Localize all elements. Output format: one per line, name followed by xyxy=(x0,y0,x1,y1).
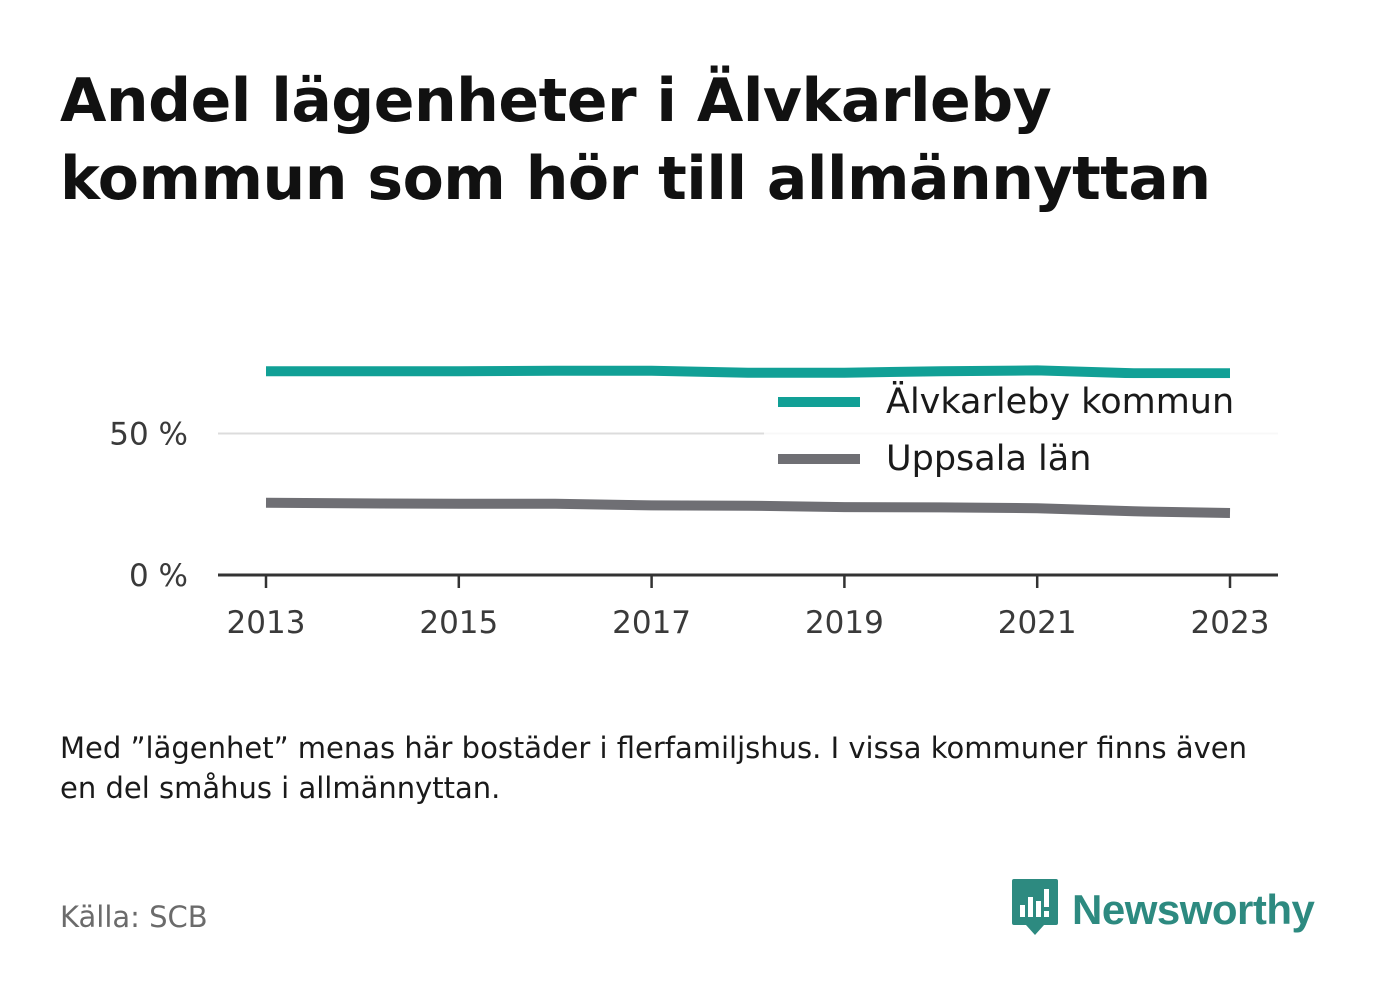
source-label: Källa: SCB xyxy=(60,900,208,934)
x-tick-label: 2015 xyxy=(419,605,498,641)
x-tick-label: 2019 xyxy=(805,605,884,641)
chart-title: Andel lägenheter i Älvkarleby kommun som… xyxy=(60,66,1211,214)
x-tick-label: 2013 xyxy=(227,605,306,641)
chart-legend: Älvkarleby kommun Uppsala län xyxy=(764,378,1280,498)
legend-label: Älvkarleby kommun xyxy=(886,380,1234,422)
newsworthy-logo[interactable]: Newsworthy xyxy=(1010,877,1315,943)
line-chart: 0 % 50 % 2013 2015 2017 2019 2021 2023 Älvkarl… xyxy=(109,365,1280,641)
x-tick-label: 2021 xyxy=(998,605,1077,641)
x-tick-label: 2017 xyxy=(612,605,691,641)
series-line-alvkarleby xyxy=(266,365,1230,379)
series-line-uppsala xyxy=(265,497,1231,518)
newsworthy-logo-icon xyxy=(1010,877,1060,943)
x-tick-label: 2023 xyxy=(1191,605,1270,641)
chart-note: Med ”lägenhet” menas här bostäder i fler… xyxy=(60,731,1248,805)
brand-name: Newsworthy xyxy=(1072,886,1315,933)
legend-label: Uppsala län xyxy=(886,439,1091,479)
y-tick-label: 0 % xyxy=(129,558,188,594)
y-tick-label: 50 % xyxy=(109,417,188,453)
